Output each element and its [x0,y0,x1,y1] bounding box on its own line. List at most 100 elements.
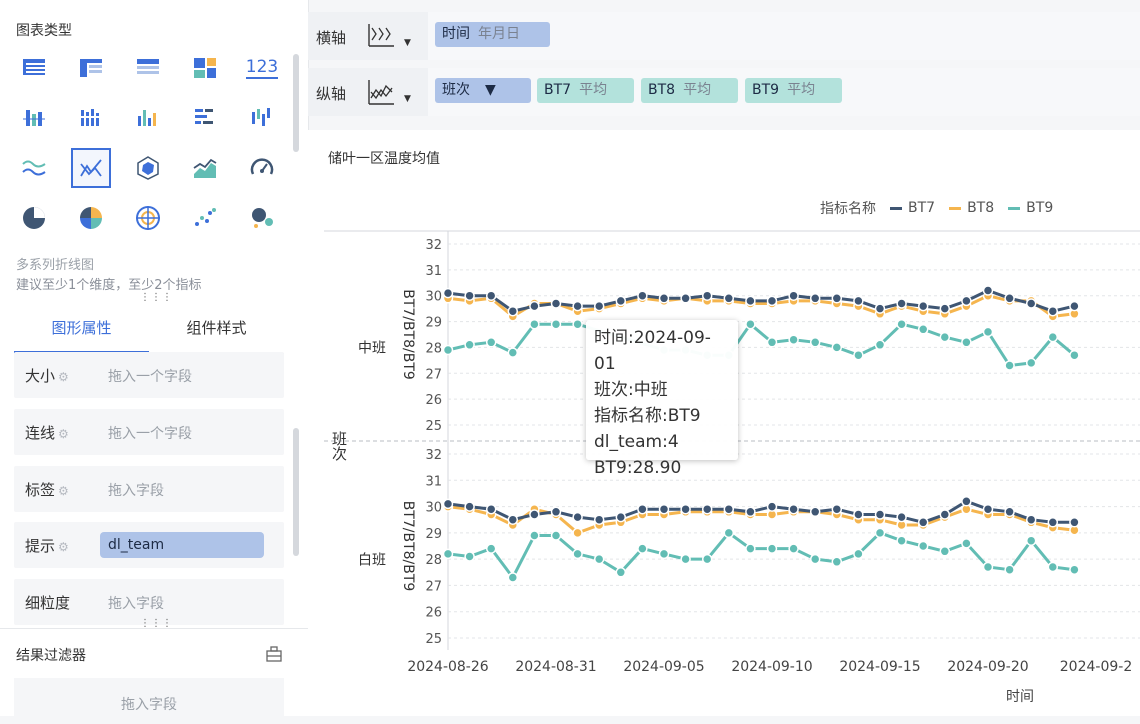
row-panel-label: 白班 [358,552,386,568]
tooltip-line: dl_team:4 [594,432,679,452]
chart-type-detail-table[interactable] [128,48,168,88]
x-axis-dropzone[interactable]: 时间 年月日 [428,12,1140,60]
y-tick-label: 26 [425,393,442,408]
data-point-bt7 [1004,293,1015,304]
tab-component-style[interactable]: 组件样式 [186,319,247,337]
data-point-bt7 [615,511,627,523]
data-point-bt7 [593,300,605,312]
chart-type-pie-chart[interactable] [14,198,54,238]
selected-type-name: 多系列折线图 [16,258,95,273]
size-field-slot[interactable]: 大小 ⚙ 拖入一个字段 [14,352,284,398]
x-axis-chart-icon[interactable] [366,22,396,48]
chevron-down-icon[interactable]: ▼ [404,94,411,104]
legend-item-bt8[interactable]: BT8 [949,200,994,216]
legend-title: 指标名称 [820,201,876,217]
chart-type-horizontal-bar[interactable] [185,98,225,138]
x-tick-label: 2024-09-2 [1060,659,1132,675]
resize-handle[interactable]: ⋮⋮⋮ [140,292,173,303]
radar-icon [137,156,159,180]
chart-type-area-chart[interactable] [185,148,225,188]
data-point-bt7 [442,498,454,510]
chart-type-radar[interactable] [128,148,168,188]
y-field-name: BT9 [752,82,780,98]
legend-swatch [890,206,902,210]
chart-type-multi-line[interactable] [71,148,111,188]
data-point-bt8 [572,527,583,539]
chart-type-target[interactable] [128,198,168,238]
chart-title: 储叶一区温度均值 [328,151,440,167]
y-field-pill-bt9[interactable]: BT9 平均 [745,78,842,103]
chart-type-range-bar[interactable] [242,98,282,138]
x-field-name: 时间 [442,26,470,42]
x-axis-shelf: 横轴 ▼ 时间 年月日 [308,12,1140,60]
legend-item-bt9[interactable]: BT9 [1008,200,1053,216]
result-filter-dropzone[interactable]: 拖入字段 [14,678,284,724]
data-point-bt7 [507,514,519,525]
y-field-pill-bt8[interactable]: BT8 平均 [641,78,738,103]
y-field-pill-shift[interactable]: 班次 ▼ [435,78,531,103]
data-point-bt9 [853,349,864,361]
data-point-bt9 [464,339,475,351]
tooltip-line: 时间:2024-09-01 [594,328,711,374]
data-point-bt7 [1047,517,1059,528]
tooltip-field-pill[interactable]: dl_team [100,532,264,558]
gear-icon[interactable]: ⚙ [58,540,69,554]
chart-type-wave-line[interactable] [14,148,54,188]
tooltip-field-slot[interactable]: 提示 ⚙ dl_team [14,522,284,568]
data-point-bt9 [982,326,994,338]
data-point-bt9 [766,543,778,554]
chart-type-gauge[interactable] [242,148,282,188]
chart-type-kpi-number[interactable]: 123 [242,48,282,88]
chart-type-scrollbar[interactable] [293,54,299,152]
data-point-bt7 [788,290,799,301]
data-point-bt9 [485,337,497,348]
gear-icon[interactable]: ⚙ [58,427,69,441]
chart-type-scatter[interactable] [185,198,225,238]
data-point-bt7 [701,290,713,301]
data-point-bt7 [637,503,648,515]
data-point-bt9 [917,324,929,335]
filter-icon[interactable]: ▼ [485,82,496,98]
chart-type-stacked-bar[interactable] [71,98,111,138]
y-tick-label: 29 [425,527,442,542]
row-panel-label: 中班 [358,340,386,356]
y-axis-chart-icon[interactable] [366,78,396,106]
connect-field-slot[interactable]: 连线 ⚙ 拖入一个字段 [14,409,284,455]
gear-icon[interactable]: ⚙ [58,484,69,498]
legend-item-bt7[interactable]: BT7 [890,200,935,216]
y-field-pill-bt7[interactable]: BT7 平均 [537,78,634,103]
x-tick-label: 2024-09-20 [947,659,1028,675]
data-point-bt9 [809,553,821,565]
data-point-bt9 [442,344,454,356]
data-point-bt9 [1069,349,1080,361]
tab-graphic-properties[interactable]: 图形属性 [14,305,149,353]
x-field-pill[interactable]: 时间 年月日 [435,22,550,47]
y-tick-label: 26 [425,606,442,621]
chart-type-block-chart[interactable] [185,48,225,88]
y-field-agg: 平均 [579,82,608,98]
gear-icon[interactable]: ⚙ [58,370,69,384]
chart-type-column-chart[interactable] [128,98,168,138]
x-field-agg: 年月日 [478,26,520,42]
data-point-bt7 [485,503,497,515]
data-point-bt7 [809,293,821,304]
resize-handle[interactable]: ⋮⋮⋮ [140,618,173,629]
data-point-bt7 [745,506,756,518]
chart-type-grouped-bar[interactable] [14,98,54,138]
data-point-bt7 [507,305,519,317]
y-tick-label: 32 [425,238,442,253]
properties-scrollbar[interactable] [293,428,299,556]
horizontal-bar-icon [195,109,213,124]
granularity-field-slot[interactable]: 细粒度 拖入字段 [14,579,284,625]
chart-type-pivot-table[interactable] [71,48,111,88]
y-axis-label: 纵轴 [316,85,347,103]
label-field-slot[interactable]: 标签 ⚙ 拖入字段 [14,466,284,512]
chart-type-table[interactable] [14,48,54,88]
filter-settings-icon[interactable] [265,646,283,662]
chart-type-rose-pie[interactable] [71,198,111,238]
y-axis-dropzone[interactable]: 班次 ▼ BT7 平均 BT8 平均 BT9 平均 [428,68,1140,116]
chart-type-bubble[interactable] [242,198,282,238]
tooltip-label: 提示 [25,537,56,555]
data-point-bt7 [1047,305,1059,317]
chevron-down-icon[interactable]: ▼ [404,38,411,48]
